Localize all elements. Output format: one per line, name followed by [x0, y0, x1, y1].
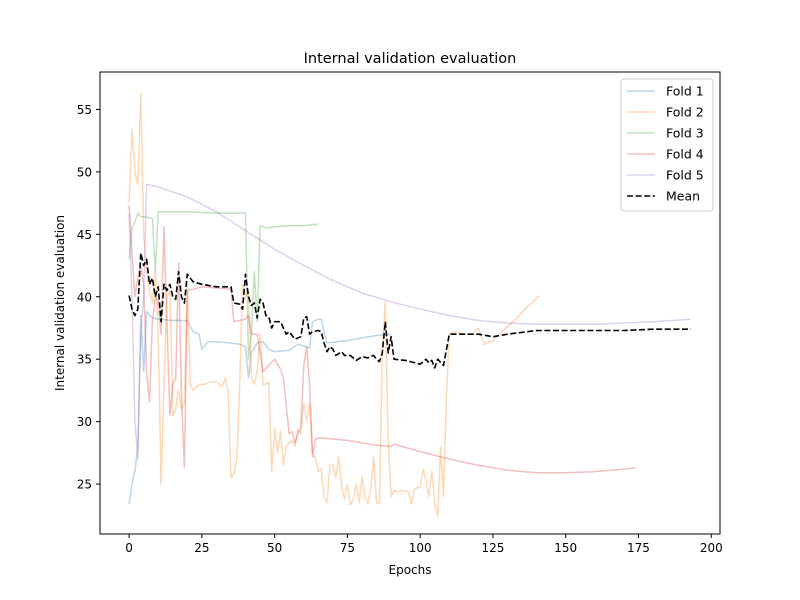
x-tick-label: 75	[340, 541, 355, 555]
series-line-fold-5	[128, 183, 691, 460]
plot-frame	[99, 71, 721, 535]
legend-box	[620, 78, 714, 212]
x-tick-label: 125	[482, 541, 505, 555]
y-tick-label: 30	[77, 415, 92, 429]
legend-label: Fold 1	[666, 84, 704, 99]
y-axis-label: Internal validation evaluation	[53, 215, 67, 391]
x-axis-label: Epochs	[389, 563, 432, 577]
legend-label: Fold 5	[666, 168, 704, 183]
legend-label: Mean	[666, 189, 700, 204]
legend-label: Fold 4	[666, 147, 704, 162]
x-tick-label: 150	[554, 541, 577, 555]
x-tick-label: 0	[125, 541, 133, 555]
legend-label: Fold 3	[666, 126, 704, 141]
y-tick-label: 45	[77, 228, 92, 242]
legend-label: Fold 2	[666, 105, 704, 120]
y-tick-label: 50	[77, 165, 92, 179]
y-axis: 25 30 35 40 45 50 55	[77, 103, 100, 492]
series-line-fold-4	[128, 205, 636, 474]
chart-title: Internal validation evaluation	[304, 51, 517, 67]
x-tick-label: 50	[267, 541, 282, 555]
x-tick-label: 200	[700, 541, 723, 555]
x-tick-label: 100	[409, 541, 432, 555]
y-tick-label: 35	[77, 353, 92, 367]
y-tick-label: 55	[77, 103, 92, 117]
series-line-fold-2	[128, 92, 541, 518]
series-line-fold-1	[128, 310, 392, 505]
x-axis: 0 25 50 75 100 125 150 175 200	[125, 534, 723, 555]
legend: Fold 1 Fold 2 Fold 3 Fold 4 Fold 5 Mean	[620, 78, 714, 212]
x-tick-label: 25	[194, 541, 209, 555]
x-tick-label: 175	[627, 541, 650, 555]
y-tick-label: 40	[77, 290, 92, 304]
series-layer	[128, 92, 691, 518]
y-tick-label: 25	[77, 478, 92, 492]
series-line-fold-3	[128, 211, 319, 360]
